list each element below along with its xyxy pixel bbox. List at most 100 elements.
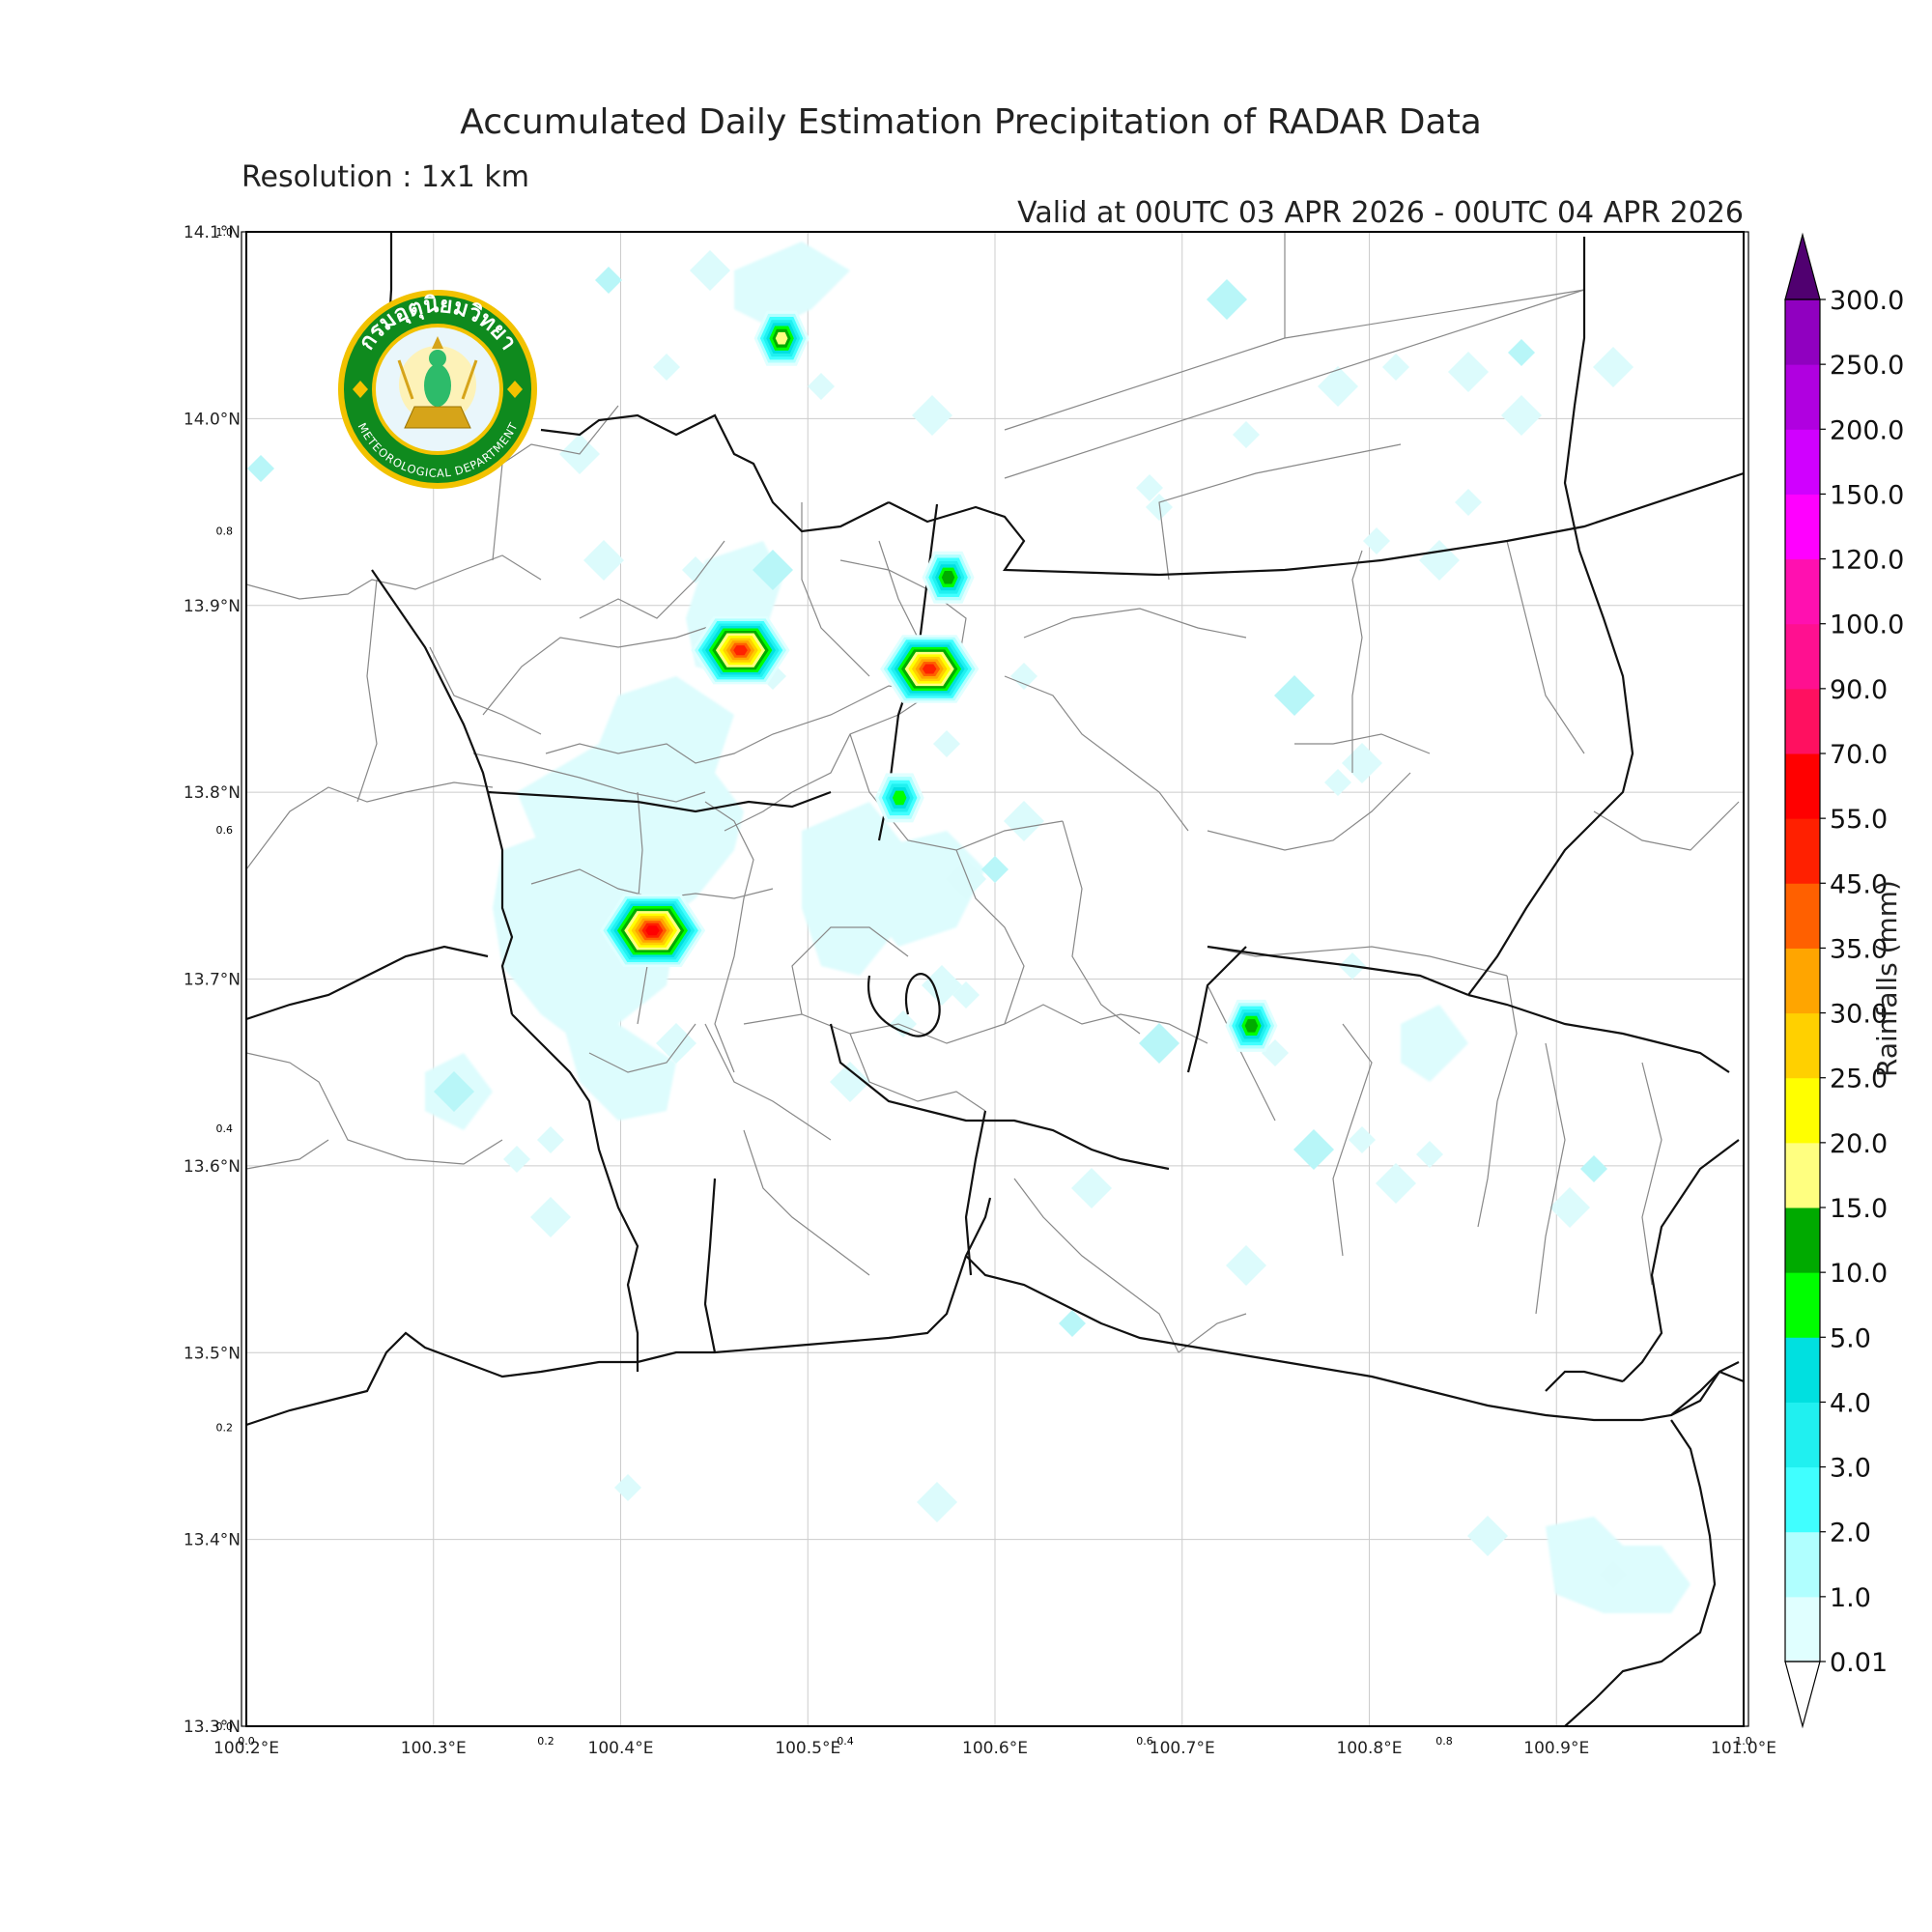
rain-speckle: [656, 1023, 696, 1064]
inner-y-tick-label: 0.0: [216, 1720, 234, 1733]
lat-tick-label: 13.9°N: [184, 597, 241, 616]
logo-side-ornaments: [353, 381, 523, 398]
resolution-label: Resolution : 1x1 km: [242, 160, 529, 194]
district-line: [1535, 1042, 1566, 1315]
logo-deity-head: [429, 350, 446, 367]
province-line: [1622, 1139, 1740, 1382]
district-line: [1004, 289, 1585, 479]
colorbar-segment: [1785, 818, 1820, 884]
rain-speckle: [1318, 366, 1358, 407]
colorbar-tick-label: 25.0: [1830, 1065, 1888, 1094]
rain-area: [1401, 1005, 1468, 1082]
river-line: [867, 973, 941, 1037]
colorbar-label: Rainfalls (mm): [1871, 880, 1903, 1077]
colorbar-under-arrow: [1784, 1661, 1821, 1729]
colorbar-segment: [1785, 558, 1820, 625]
rain-speckle: [922, 965, 962, 1006]
rain-speckle: [1416, 1141, 1443, 1168]
rain-speckle: [1508, 339, 1535, 366]
rain-area: [869, 831, 985, 947]
lon-tick-label: 100.5°E: [775, 1739, 840, 1758]
colorbar-tick-label: 35.0: [1830, 934, 1888, 964]
lon-tick-label: 100.4°E: [588, 1739, 654, 1758]
district-line: [1004, 337, 1286, 431]
colorbar-tick-label: 100.0: [1830, 611, 1904, 640]
outer-frame: [241, 231, 1749, 1727]
inner-x-tick-label: 0.8: [1435, 1735, 1453, 1747]
rain-cell: [691, 615, 790, 685]
rain-speckle: [537, 1126, 564, 1153]
district-line: [704, 801, 754, 1073]
province-line: [964, 1110, 987, 1276]
district-line: [1178, 1313, 1247, 1353]
rain-speckle: [1293, 1129, 1334, 1170]
rain-speckle: [946, 859, 986, 899]
lat-tick-label: 13.8°N: [184, 783, 241, 803]
lat-tick-label: 13.7°N: [184, 971, 241, 990]
colorbar-tick-label: 20.0: [1830, 1129, 1888, 1159]
rain-speckle: [1467, 1516, 1508, 1556]
rain-speckle: [1324, 769, 1351, 796]
rain-speckle: [583, 540, 624, 581]
district-line: [1013, 1178, 1179, 1353]
light-rain-field: [247, 242, 1690, 1613]
rain-speckle: [1501, 395, 1542, 436]
rain-speckle: [530, 1197, 571, 1237]
chart-title: Accumulated Daily Estimation Precipitati…: [460, 102, 1482, 142]
lon-tick-label: 100.9°E: [1523, 1739, 1589, 1758]
district-line: [743, 1013, 1006, 1044]
rain-speckle: [1207, 279, 1247, 320]
province-line: [486, 791, 514, 1015]
rain-area: [734, 242, 850, 328]
logo-rays: [397, 359, 478, 400]
rain-speckle: [1376, 1163, 1416, 1204]
district-line: [1004, 675, 1189, 832]
colorbar-tick-label: 0.01: [1830, 1648, 1888, 1678]
colorbar-segment: [1785, 1402, 1820, 1468]
inner-y-tick-label: 1.0: [216, 226, 234, 239]
rain-cell: [874, 773, 924, 823]
colorbar-segment: [1785, 429, 1820, 495]
district-line: [1062, 820, 1141, 1035]
lon-tick-label: 100.7°E: [1150, 1739, 1215, 1758]
rain-speckle: [1349, 1126, 1376, 1153]
rain-speckle: [1455, 489, 1482, 516]
province-line: [540, 413, 890, 533]
valid-time-label: Valid at 00UTC 03 APR 2026 - 00UTC 04 AP…: [1017, 196, 1744, 230]
lon-tick-label: 100.3°E: [401, 1739, 467, 1758]
coastline: [246, 1197, 992, 1427]
lat-tick-label: 14.0°N: [184, 410, 241, 429]
rain-cells: [599, 310, 1278, 1052]
rain-speckle: [1136, 474, 1163, 501]
colorbar-segment: [1785, 1466, 1820, 1533]
colorbar-tick-label: 70.0: [1830, 740, 1888, 770]
logo-pedestal: [404, 406, 471, 429]
rain-speckle: [753, 550, 793, 590]
lon-tick-label: 101.0°E: [1711, 1739, 1776, 1758]
rain-speckle: [503, 1146, 530, 1173]
inner-x-tick-label: 0.2: [537, 1735, 554, 1747]
colorbar-tick-label: 30.0: [1830, 1000, 1888, 1030]
rain-cell-core: [896, 794, 903, 801]
rain-speckle: [1010, 663, 1037, 690]
district-line: [246, 1139, 329, 1170]
colorbar-segment: [1785, 364, 1820, 430]
rain-speckle: [1233, 421, 1260, 448]
district-line: [1641, 1062, 1662, 1286]
colorbar-segment: [1785, 494, 1820, 560]
inner-x-tick-label: 0.0: [238, 1735, 255, 1747]
colorbar-segment: [1785, 1142, 1820, 1208]
province-line: [829, 1023, 1170, 1171]
rain-speckle: [830, 1062, 870, 1102]
rain-cell-core: [926, 666, 933, 672]
colorbar-tick-label: 90.0: [1830, 675, 1888, 705]
province-line: [511, 1013, 639, 1372]
colorbar: 0.01 1.0 2.0 3.0 4.0 5.0 10.0 15.0 20.0 25.0 30.0 3…: [1784, 232, 1904, 1729]
district-line: [1004, 1004, 1208, 1044]
rain-speckle: [1600, 1561, 1627, 1588]
inner-x-tick-labels: 0.0 0.2 0.4 0.6 0.8 1.0: [238, 1735, 1752, 1747]
lat-tick-label: 13.5°N: [184, 1344, 241, 1363]
rain-speckle: [434, 1071, 474, 1112]
colorbar-tick-label: 45.0: [1830, 869, 1888, 899]
